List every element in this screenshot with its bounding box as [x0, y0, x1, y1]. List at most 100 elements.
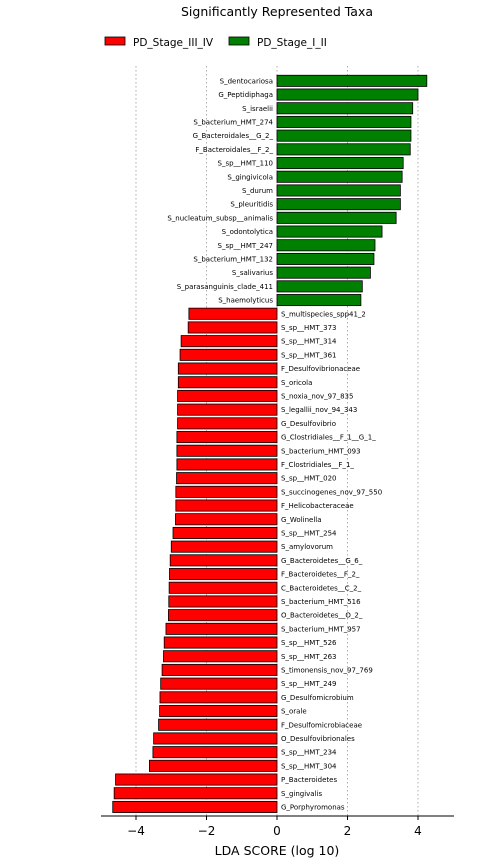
- bar: [175, 513, 278, 526]
- bar-label: S_sp__HMT_247: [218, 242, 273, 250]
- bar-label: O_Bacteroidetes__O_2_: [281, 612, 363, 620]
- bar-label: S_dentocariosa: [220, 77, 273, 85]
- bar-label: F_Desulfovibrionaceae: [281, 365, 360, 373]
- chart-title: Significantly Represented Taxa: [181, 4, 373, 19]
- bar-label: S_pleuritidis: [230, 201, 273, 209]
- bar: [169, 568, 278, 581]
- bar: [161, 663, 278, 676]
- bar: [176, 458, 278, 471]
- bar-label: G_Peptidiphaga: [218, 91, 273, 99]
- bar: [175, 485, 278, 498]
- bar-label: G_Bacteroidales__G_2_: [193, 132, 274, 140]
- bar-label: S_oricola: [281, 379, 312, 387]
- bar-label: S_nucleatum_subsp__animalis: [167, 214, 273, 222]
- x-tick-label: 4: [414, 824, 422, 838]
- bar: [160, 677, 278, 690]
- bar: [158, 718, 278, 731]
- bar: [276, 143, 411, 156]
- bar-label: S_sp__HMT_314: [281, 338, 337, 346]
- bar: [175, 499, 278, 512]
- bar: [276, 280, 363, 293]
- bar: [276, 266, 371, 279]
- bar: [176, 472, 278, 485]
- bar-label: G_Clostridiales__F_1__G_1_: [281, 434, 376, 442]
- bar: [276, 88, 419, 101]
- bar-label: S_timonensis_nov_97_769: [281, 666, 373, 674]
- bar: [276, 211, 397, 224]
- bar: [153, 732, 278, 745]
- bar: [276, 157, 404, 170]
- bar: [113, 787, 278, 800]
- bar-label: F_Bacteroidetes__F_2_: [281, 571, 360, 579]
- bar: [168, 595, 278, 608]
- bar: [159, 691, 278, 704]
- legend-swatch-stage-i-ii: [228, 36, 250, 46]
- x-axis-label: LDA SCORE (log 10): [215, 843, 340, 858]
- bar-label: S_sp__HMT_263: [281, 653, 336, 661]
- bar: [187, 321, 278, 334]
- x-tick-label: −4: [127, 824, 145, 838]
- bar-label: G_Bacteroidetes__G_6_: [281, 557, 363, 565]
- bar-label: S_succinogenes_nov_97_550: [281, 488, 382, 496]
- bar: [177, 362, 278, 375]
- bar-label: O_Desulfovibrionales: [281, 735, 355, 743]
- bar: [163, 650, 278, 663]
- bar-label: P_Bacteroidetes: [281, 776, 337, 784]
- bar-label: S_salivarius: [232, 269, 273, 277]
- bar: [276, 129, 412, 142]
- bar-label: S_sp__HMT_254: [281, 529, 337, 537]
- bar-label: S_bacterium_HMT_132: [193, 255, 273, 263]
- bar: [276, 74, 428, 87]
- x-axis-ticks: −4 −2 0 2 4: [127, 816, 422, 838]
- bar-label: S_sp__HMT_234: [281, 749, 337, 757]
- bar: [177, 389, 278, 402]
- bar-label: S_amylovorum: [281, 543, 333, 551]
- bar: [276, 115, 412, 128]
- bar-label: S_israelii: [242, 105, 273, 113]
- bar-label: S_gingivicola: [227, 173, 273, 181]
- bar: [179, 348, 278, 361]
- x-tick-label: −2: [198, 824, 216, 838]
- bar-label: G_Wolinella: [281, 516, 322, 524]
- bar: [172, 526, 278, 539]
- bar-label: S_noxia_nov_97_835: [281, 392, 353, 400]
- bar-label: S_sp__HMT_361: [281, 351, 336, 359]
- bar: [180, 335, 278, 348]
- legend-swatch-stage-iii-iv: [104, 36, 126, 46]
- bar-label: S_sp__HMT_373: [281, 324, 336, 332]
- bar: [188, 307, 278, 320]
- bar: [276, 184, 401, 197]
- bar: [276, 102, 414, 115]
- bar-label: S_odontolytica: [222, 228, 273, 236]
- bar-label: C_Bacteroidetes__C_2_: [281, 584, 362, 592]
- bar-label: F_Bacteroidales__F_2_: [195, 146, 273, 154]
- bar: [152, 746, 278, 759]
- legend-label-stage-iii-iv: PD_Stage_III_IV: [133, 37, 214, 49]
- bar: [168, 609, 278, 622]
- bar-label: S_bacterium_HMT_957: [281, 625, 361, 633]
- bar: [177, 376, 278, 389]
- bar-label: S_sp__HMT_249: [281, 680, 336, 688]
- bar-label: F_Desulfomicrobiaceae: [281, 721, 362, 729]
- bar: [276, 252, 375, 265]
- bar-label: S_sp__HMT_304: [281, 762, 337, 770]
- bar: [112, 800, 278, 813]
- bar-label: S_haemolyticus: [218, 297, 273, 305]
- bar: [276, 225, 383, 238]
- bar: [163, 636, 278, 649]
- bar: [148, 759, 278, 772]
- bar-label: S_gingivalis: [281, 790, 322, 798]
- bar-label: S_bacterium_HMT_093: [281, 447, 361, 455]
- bar: [276, 198, 401, 211]
- bar: [276, 239, 376, 252]
- x-tick-label: 0: [273, 824, 281, 838]
- bar-label: S_bacterium_HMT_274: [193, 118, 273, 126]
- bar: [176, 431, 278, 444]
- legend: PD_Stage_III_IV PD_Stage_I_II: [104, 36, 327, 49]
- bar-label: S_parasanguinis_clade_411: [177, 283, 273, 291]
- bar-label: S_bacterium_HMT_516: [281, 598, 361, 606]
- bar: [170, 540, 278, 553]
- bar: [165, 622, 278, 635]
- legend-label-stage-i-ii: PD_Stage_I_II: [257, 37, 327, 49]
